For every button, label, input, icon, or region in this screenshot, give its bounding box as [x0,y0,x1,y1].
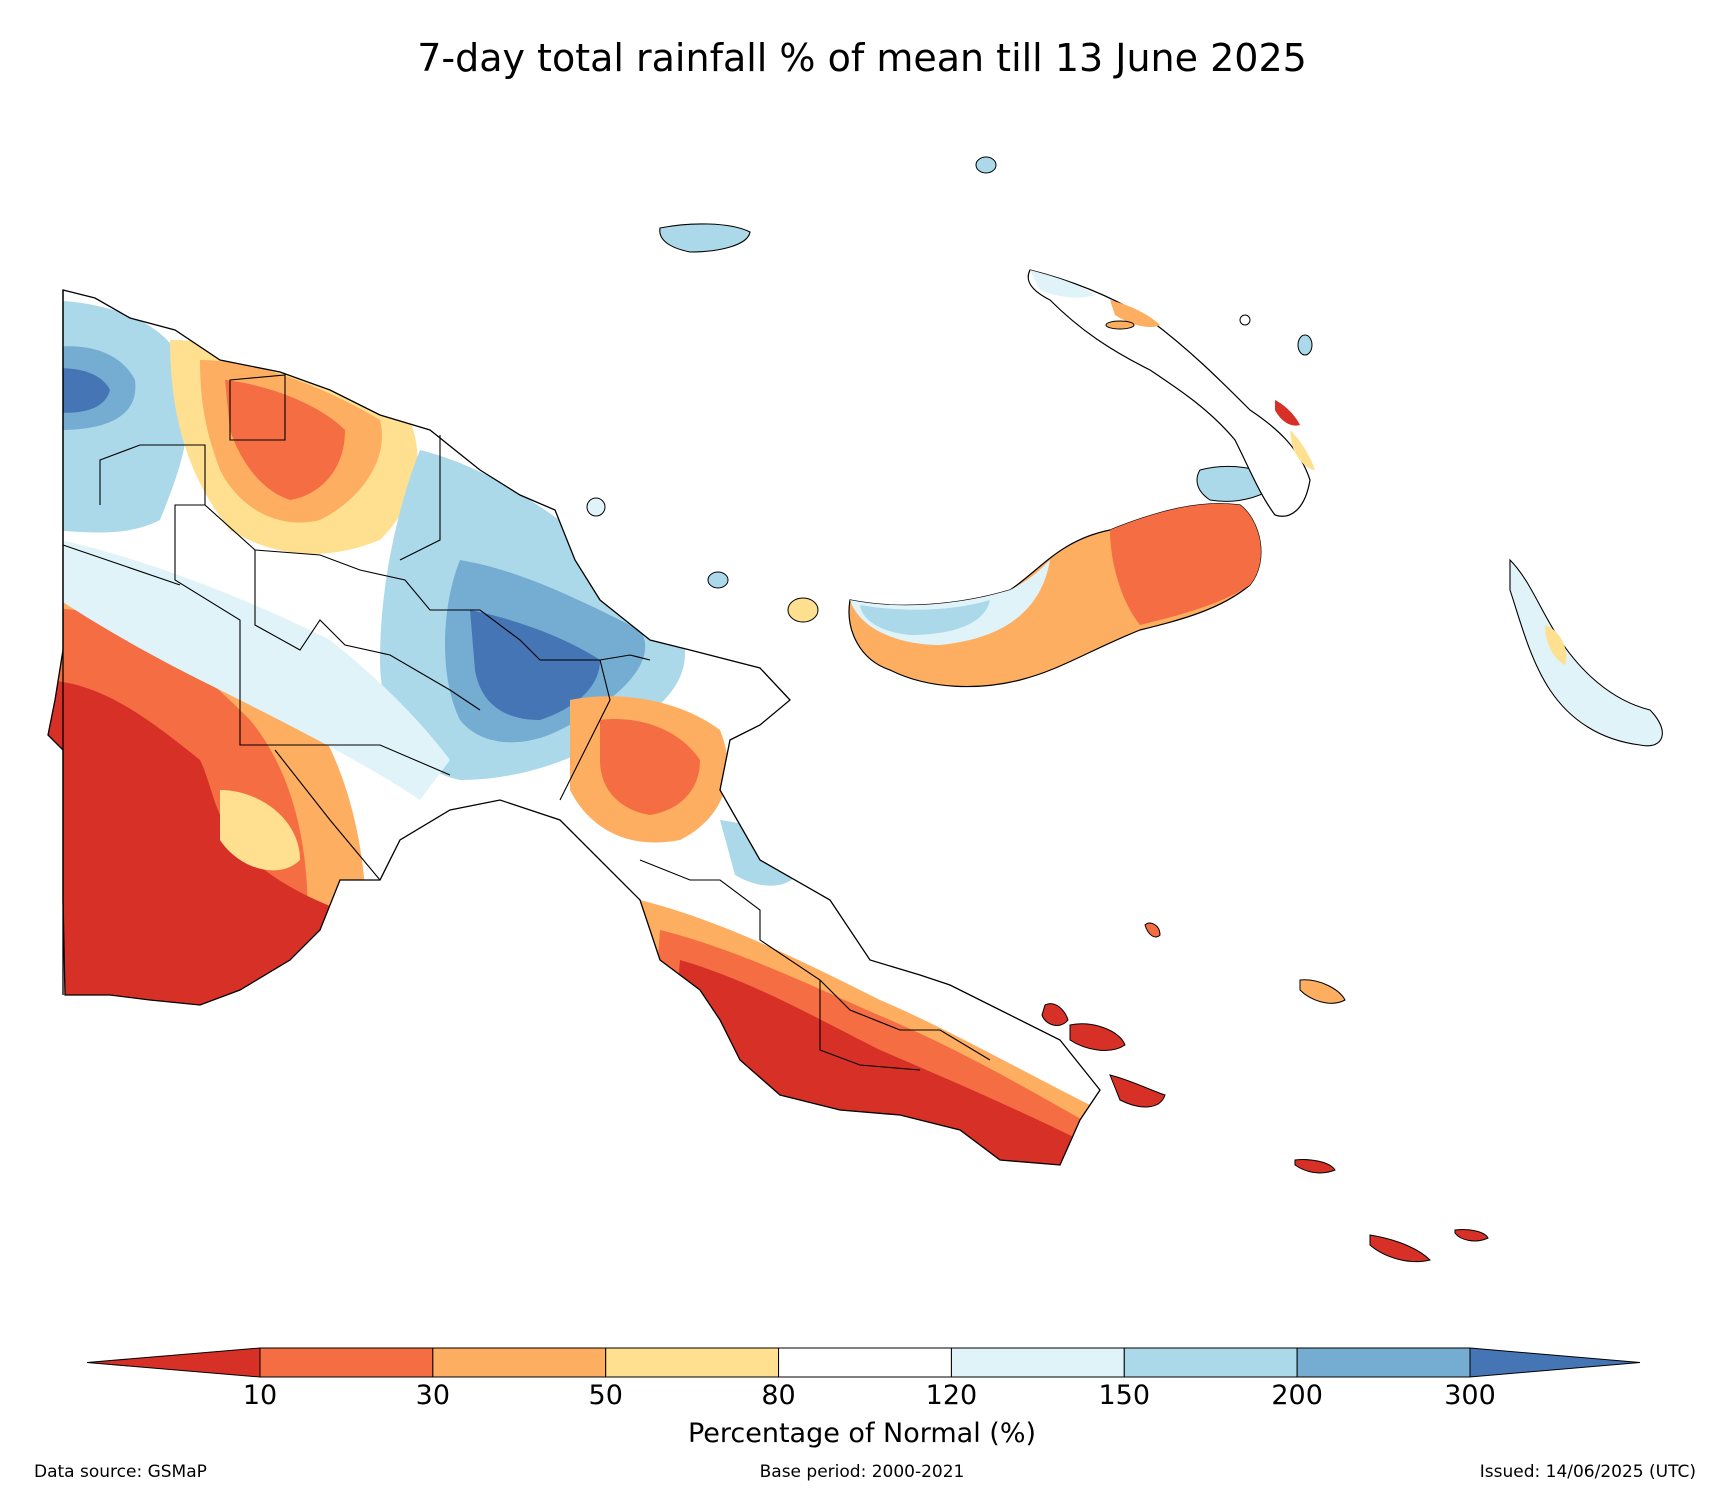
rainfall-map [47,156,1663,1263]
colorbar-tick-label: 30 [415,1380,451,1411]
mainland-coastline [47,289,1101,1166]
colorbar-tick-label: 50 [588,1380,623,1411]
small-islands [586,156,1489,1263]
new-britain-island [848,465,1281,688]
map-title: 7-day total rainfall % of mean till 13 J… [417,36,1307,80]
data-source-note: Data source: GSMaP [34,1462,207,1482]
colorbar-tick-label: 150 [1098,1380,1151,1411]
new-ireland-island [1027,269,1315,517]
colorbar-tick-label: 120 [925,1380,978,1411]
province-boundaries [62,374,991,1071]
base-period-note: Base period: 2000-2021 [759,1462,965,1482]
colorbar-tick-label: 10 [242,1380,278,1411]
manus-island [659,223,751,253]
colorbar-tick-label: 80 [761,1380,796,1411]
colorbar-label: Percentage of Normal (%) [687,1418,1037,1449]
colorbar-tick-label: 200 [1271,1380,1323,1411]
colorbar-tick-label: 300 [1444,1380,1496,1411]
mainland-rainfall-field [48,290,1100,1165]
bougainville-island [1509,558,1663,747]
issued-date-note: Issued: 14/06/2025 (UTC) [1479,1462,1696,1482]
